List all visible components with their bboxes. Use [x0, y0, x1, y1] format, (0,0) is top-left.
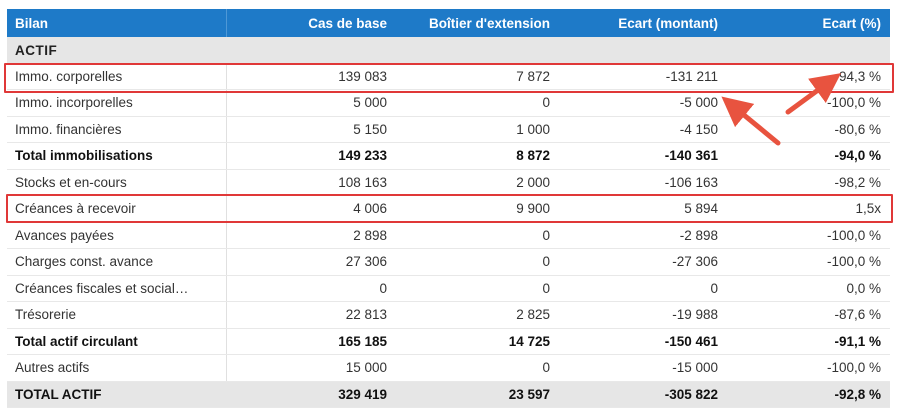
table-row[interactable]: Trésorerie 22 813 2 825 -19 988 -87,6 %	[7, 302, 890, 329]
table-row[interactable]: Immo. incorporelles 5 000 0 -5 000 -100,0 %	[7, 90, 890, 117]
row-label: Total immobilisations	[7, 143, 227, 169]
cell-diff: -5 000	[679, 95, 718, 111]
cell-base: 4 006	[353, 201, 387, 217]
header-diff-amount[interactable]: Ecart (montant)	[618, 15, 718, 31]
cell-pct: -100,0 %	[826, 254, 881, 270]
cell-base: 165 185	[338, 333, 387, 349]
row-label: Immo. incorporelles	[7, 90, 227, 116]
cell-ext: 0	[542, 254, 550, 270]
table-row[interactable]: Créances fiscales et social… 0 0 0 0,0 %	[7, 275, 890, 302]
cell-diff: -106 163	[664, 174, 718, 190]
table-row[interactable]: Immo. financières 5 150 1 000 -4 150 -80,6 %	[7, 116, 890, 143]
cell-base: 139 083	[338, 68, 387, 84]
cell-ext: 0	[542, 280, 550, 296]
cell-pct: -94,0 %	[834, 148, 881, 164]
cell-pct: 1,5x	[855, 201, 881, 217]
cell-ext: 2 000	[516, 174, 550, 190]
cell-ext: 0	[542, 360, 550, 376]
cell-base: 22 813	[345, 307, 387, 323]
cell-base: 27 306	[345, 254, 387, 270]
row-label: TOTAL ACTIF	[15, 386, 102, 402]
row-label: Charges const. avance	[7, 249, 227, 275]
cell-diff: -2 898	[679, 227, 718, 243]
table-row[interactable]: Autres actifs 15 000 0 -15 000 -100,0 %	[7, 355, 890, 382]
cell-pct: -100,0 %	[826, 227, 881, 243]
cell-base: 15 000	[345, 360, 387, 376]
cell-base: 149 233	[338, 148, 387, 164]
arrow-right	[785, 73, 842, 115]
header-extension[interactable]: Boîtier d'extension	[429, 15, 550, 31]
cell-diff: -4 150	[679, 121, 718, 137]
table-row[interactable]: Total actif circulant 165 185 14 725 -150 4…	[7, 328, 890, 355]
cell-diff: -140 361	[664, 148, 718, 164]
highlight-immo-corporelles	[4, 63, 894, 93]
cell-ext: 8 872	[516, 148, 550, 164]
row-label: Avances payées	[7, 222, 227, 248]
cell-diff: -305 822	[664, 386, 718, 402]
cell-pct: -87,6 %	[834, 307, 881, 323]
row-label: Immo. corporelles	[7, 63, 227, 89]
header-bilan[interactable]: Bilan	[7, 9, 227, 37]
cell-base: 5 150	[353, 121, 387, 137]
table-header: Bilan Cas de base Boîtier d'extension Ec…	[7, 9, 890, 37]
row-label: Total actif circulant	[7, 328, 227, 354]
section-actif: ACTIF	[7, 37, 890, 64]
cell-ext: 2 825	[516, 307, 550, 323]
cell-pct: -91,1 %	[834, 333, 881, 349]
row-label: Créances à recevoir	[7, 196, 227, 222]
cell-diff: 0	[710, 280, 718, 296]
cell-pct: 0,0 %	[846, 280, 881, 296]
table-row[interactable]: Total immobilisations 149 233 8 872 -140 36…	[7, 143, 890, 170]
cell-diff: -15 000	[672, 360, 718, 376]
cell-ext: 23 597	[508, 386, 550, 402]
row-label: Créances fiscales et social…	[7, 275, 227, 301]
cell-ext: 7 872	[516, 68, 550, 84]
cell-diff: -27 306	[672, 254, 718, 270]
table-row[interactable]: TOTAL ACTIF 329 419 23 597 -305 822 -92,8 %	[7, 381, 890, 408]
cell-pct: -100,0 %	[826, 360, 881, 376]
cell-ext: 9 900	[516, 201, 550, 217]
header-base-case[interactable]: Cas de base	[308, 15, 387, 31]
cell-ext: 1 000	[516, 121, 550, 137]
row-label: Stocks et en-cours	[7, 169, 227, 195]
cell-diff: -19 988	[672, 307, 718, 323]
row-label: Trésorerie	[7, 302, 227, 328]
row-label: Autres actifs	[7, 355, 227, 381]
arrow-left	[721, 96, 781, 146]
cell-ext: 0	[542, 95, 550, 111]
cell-ext: 14 725	[508, 333, 550, 349]
row-label: Immo. financières	[7, 116, 227, 142]
highlight-creances	[6, 194, 893, 223]
cell-diff: -150 461	[664, 333, 718, 349]
cell-diff: 5 894	[684, 201, 718, 217]
table-row[interactable]: Immo. corporelles 139 083 7 872 -131 211 -94…	[7, 63, 890, 90]
cell-base: 0	[379, 280, 387, 296]
cell-ext: 0	[542, 227, 550, 243]
cell-base: 5 000	[353, 95, 387, 111]
header-diff-percent[interactable]: Ecart (%)	[822, 15, 881, 31]
cell-pct: -98,2 %	[834, 174, 881, 190]
cell-pct: -94,3 %	[834, 68, 881, 84]
cell-pct: -80,6 %	[834, 121, 881, 137]
cell-base: 329 419	[338, 386, 387, 402]
cell-base: 2 898	[353, 227, 387, 243]
cell-diff: -131 211	[665, 68, 718, 84]
section-label: ACTIF	[15, 42, 58, 58]
cell-pct: -92,8 %	[834, 386, 881, 402]
cell-base: 108 163	[338, 174, 387, 190]
table-row[interactable]: Charges const. avance 27 306 0 -27 306 -100,…	[7, 249, 890, 276]
table-row[interactable]: Avances payées 2 898 0 -2 898 -100,0 %	[7, 222, 890, 249]
